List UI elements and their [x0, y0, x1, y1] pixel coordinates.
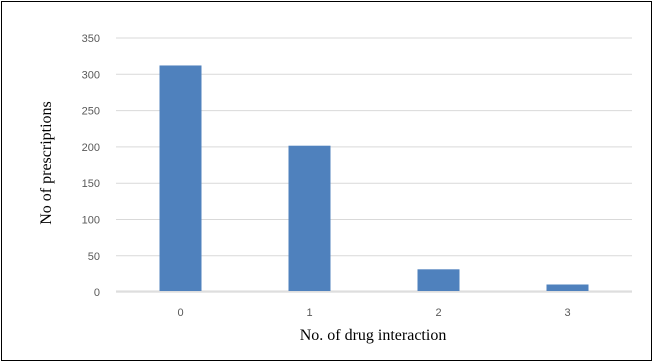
y-tick-label: 350 — [82, 33, 100, 45]
y-tick-label: 150 — [82, 178, 100, 190]
bar-1 — [288, 145, 331, 291]
y-tick-label: 250 — [82, 106, 100, 118]
y-tick-label: 300 — [82, 69, 100, 81]
x-axis-title: No. of drug interaction — [300, 327, 447, 344]
x-tick-label: 0 — [177, 307, 183, 319]
bars — [159, 65, 589, 292]
x-tick-label: 1 — [306, 307, 312, 319]
bar-0 — [159, 65, 202, 292]
y-tick-label: 200 — [82, 142, 100, 154]
y-tick-labels: 350 300 250 200 150 100 50 0 — [82, 33, 100, 299]
gridlines — [116, 37, 632, 293]
x-tick-label: 3 — [564, 307, 570, 319]
y-axis-title: No of prescriptions — [38, 101, 55, 225]
x-tick-labels: 0 1 2 3 — [177, 307, 570, 319]
bar-2 — [417, 269, 460, 291]
x-tick-label: 2 — [435, 307, 441, 319]
y-tick-label: 50 — [88, 251, 100, 263]
bar-3 — [546, 284, 589, 291]
y-tick-label: 0 — [94, 287, 100, 299]
y-tick-label: 100 — [82, 215, 100, 227]
